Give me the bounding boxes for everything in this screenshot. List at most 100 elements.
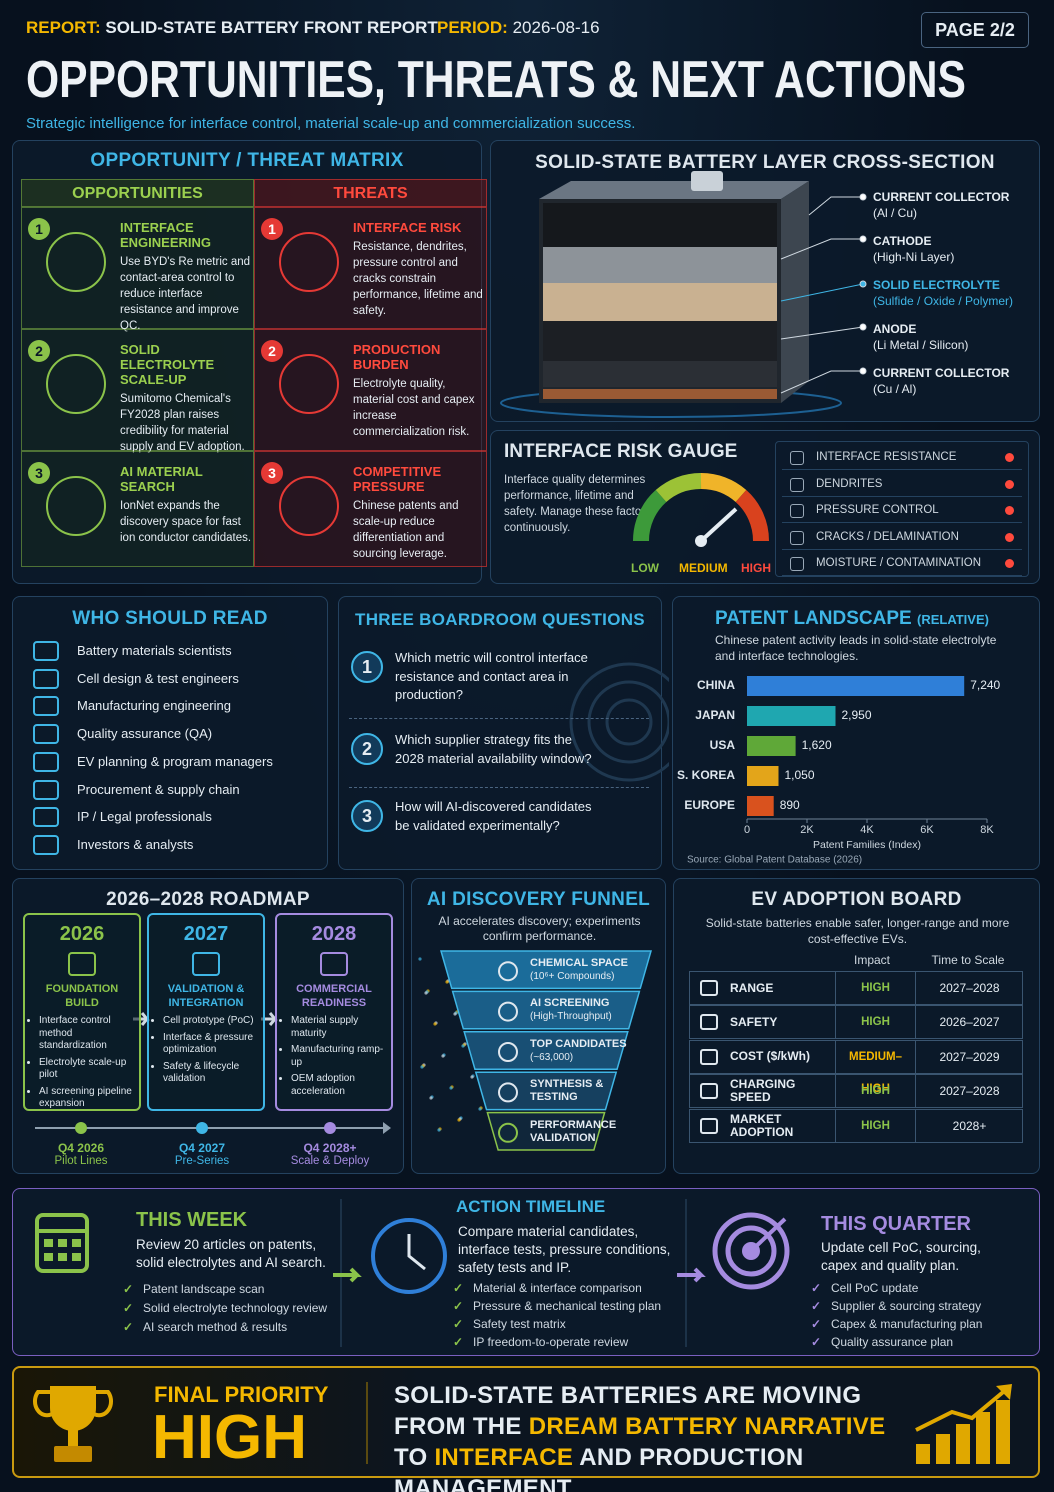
roadmap-bullet: Interface control method standardization — [39, 1015, 135, 1053]
item-title: AI MATERIAL SEARCH — [120, 464, 203, 494]
milestone-sub: Scale & Deploy — [290, 1155, 370, 1167]
message-part: SOLID-STATE BATTERIES ARE MOVING FROM TH… — [394, 1382, 862, 1440]
roadmap-card: 2026 FOUNDATION BUILD Interface control me… — [23, 913, 141, 1111]
stage-icon — [498, 1082, 518, 1103]
battery-side — [781, 181, 809, 403]
audience-icon — [33, 668, 59, 689]
roadmap-bullet: Interface & pressure optimization — [163, 1032, 259, 1057]
x-tick-label: 0 — [744, 824, 750, 836]
value-label: 7,240 — [970, 678, 1000, 692]
audience-icon — [33, 751, 59, 772]
item-number: 3 — [261, 462, 283, 484]
funnel-graphic — [418, 950, 652, 1151]
roadmap-bullets: Material supply maturity Manufacturing ra… — [277, 1015, 391, 1098]
audience-item: Manufacturing engineering — [77, 698, 231, 714]
panel-title: AI DISCOVERY FUNNEL — [426, 889, 651, 910]
item-body: AI MATERIAL SEARCH IonNet expands the dis… — [120, 464, 252, 546]
audience-item: Investors & analysts — [77, 836, 194, 852]
message-part: INTERFACE — [434, 1444, 574, 1471]
layer-band — [543, 321, 777, 361]
panel-title: 2026–2028 ROADMAP — [106, 889, 310, 910]
threats-header: THREATS — [254, 179, 487, 207]
roadmap-year: 2028 — [311, 923, 357, 945]
roadmap-bullet: Safety & lifecycle validation — [163, 1061, 259, 1086]
value-label: 1,620 — [802, 738, 832, 752]
cross-section-panel: SOLID-STATE BATTERY LAYER CROSS-SECTION … — [490, 140, 1040, 422]
bar-chart: 0 2K 4K 6K 8K CHINA 7,240 JAPAN 2,950 USA 1,620 S. … — [677, 676, 1001, 866]
item-number: 3 — [28, 462, 50, 484]
panel-title: OPPORTUNITY / THREAT MATRIX — [90, 150, 404, 171]
ev-subtitle: Solid-state batteries enable safer, long… — [705, 916, 1010, 946]
item-number: 1 — [261, 218, 283, 240]
report-line: REPORT: SOLID-STATE BATTERY FRONT REPORT — [26, 18, 438, 38]
ev-impact: HIGH — [835, 972, 915, 1004]
milestone: Q4 2026 Pilot Lines — [31, 1141, 131, 1167]
report-label: REPORT: — [26, 18, 101, 37]
milestone-label: Q4 2027 — [178, 1141, 226, 1155]
item-icon — [279, 354, 339, 414]
chart-title-line: PATENT LANDSCAPE (RELATIVE) — [715, 608, 989, 630]
item-text: Chinese patents and scale-up reduce diff… — [353, 500, 459, 560]
panel-title: SOLID-STATE BATTERY LAYER CROSS-SECTION — [535, 152, 995, 173]
risk-factor: MOISTURE / CONTAMINATION — [782, 551, 1022, 576]
audience-icon — [33, 724, 59, 745]
roadmap-phase: VALIDATION & INTEGRATION — [167, 983, 245, 1009]
x-tick-label: 6K — [920, 824, 934, 836]
funnel-stage — [440, 950, 652, 990]
audience-icon — [33, 779, 59, 800]
layer-label: CURRENT COLLECTOR (Al / Cu) — [873, 189, 1009, 221]
particle — [457, 1118, 461, 1122]
ev-row: MARKET ADOPTION HIGH 2028+ — [689, 1108, 1023, 1143]
leader-lines — [780, 193, 867, 394]
roadmap-bullet: OEM adoption acceleration — [291, 1073, 387, 1098]
question-number: 1 — [351, 651, 383, 683]
ev-row: SAFETY HIGH 2026–2027 — [689, 1005, 1023, 1040]
particle — [424, 991, 428, 995]
value-label: 2,950 — [842, 708, 872, 722]
audience-item: Battery materials scientists — [77, 643, 232, 658]
action-icons — [35, 1199, 790, 1347]
matrix-cell: 1 INTERFACE ENGINEERING Use BYD's Re metri… — [21, 207, 254, 332]
audience-panel: WHO SHOULD READ Battery materials scient… — [12, 596, 328, 870]
chart-source: Source: Global Patent Database (2026) — [687, 855, 862, 866]
roadmap-phase: FOUNDATION BUILD — [45, 983, 119, 1009]
item-icon — [46, 232, 106, 292]
factor-list: INTERFACE RESISTANCE DENDRITES PRESSURE CO… — [775, 441, 1029, 577]
gauge-text: Interface quality determines performance… — [504, 474, 651, 534]
time-header: Time to Scale — [931, 953, 1005, 967]
question-text: Which supplier strategy fits the 2028 ma… — [395, 732, 592, 766]
ev-row: RANGE HIGH 2027–2028 — [689, 971, 1023, 1005]
target-graphic — [569, 662, 669, 782]
layer-band — [543, 247, 777, 283]
roadmap-icon — [192, 952, 220, 976]
chart-subtitle: Chinese patent activity leads in solid-s… — [715, 633, 997, 663]
question-text: Which metric will control interface resi… — [395, 650, 588, 702]
ev-icon — [700, 980, 718, 996]
funnel-stage-label: TOP CANDIDATES (~63,000) — [530, 1038, 640, 1064]
ev-icon — [700, 1014, 718, 1031]
stage-icon — [498, 961, 518, 982]
funnel-stage — [486, 1111, 606, 1151]
risk-factor: CRACKS / DELAMINATION — [782, 525, 1022, 550]
milestone-sub: Pre-Series — [174, 1155, 230, 1167]
report-name: SOLID-STATE BATTERY FRONT REPORT — [105, 18, 438, 37]
item-body: SOLID ELECTROLYTE SCALE-UP Sumitomo Chemi… — [120, 342, 252, 455]
roadmap-bullets: Cell prototype (PoC) Interface & pressure… — [149, 1015, 263, 1086]
roadmap-icon — [68, 952, 96, 976]
action-item: Quality assurance plan — [811, 1335, 953, 1349]
particle — [437, 1128, 441, 1132]
funnel-subtitle: AI accelerates discovery; experiments co… — [438, 914, 641, 943]
value-label: 1,050 — [785, 768, 815, 782]
ev-label: COST ($/kWh) — [730, 1049, 810, 1064]
matrix-cell: 1 INTERFACE RISK Resistance, dendrites, pr… — [254, 207, 487, 329]
actions-title: ACTION TIMELINE — [456, 1197, 606, 1216]
particle — [445, 980, 449, 984]
priority-label: FINAL PRIORITY — [154, 1382, 329, 1407]
matrix-panel: OPPORTUNITY / THREAT MATRIX OPPORTUNITIE… — [12, 140, 487, 584]
ev-row: COST ($/kWh) MEDIUM–HIGH 2027–2029 — [689, 1039, 1023, 1095]
roadmap-phase: COMMERCIAL READINESS — [296, 983, 372, 1009]
particle — [478, 1107, 482, 1111]
x-tick-label: 2K — [800, 824, 814, 836]
patent-panel: PATENT LANDSCAPE (RELATIVE) Chinese pate… — [672, 596, 1040, 870]
ev-panel: EV ADOPTION BOARD Solid-state batteries … — [673, 878, 1040, 1174]
